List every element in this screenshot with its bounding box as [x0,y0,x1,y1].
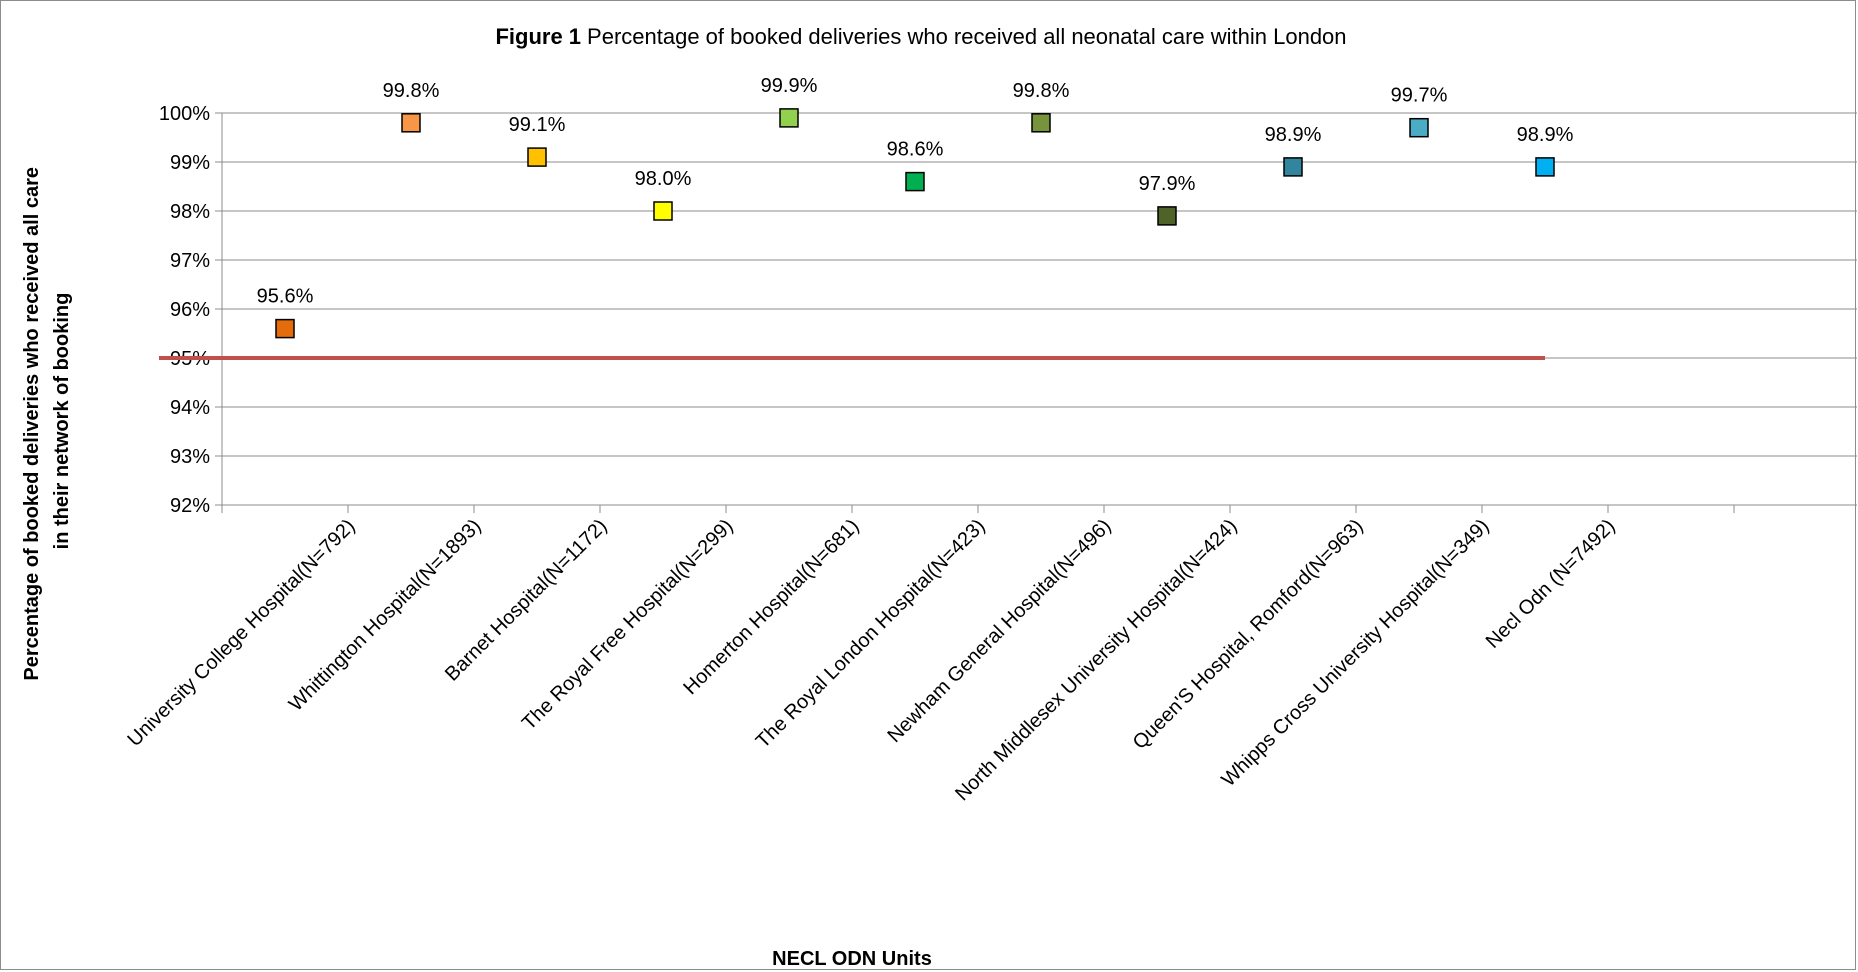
data-label: 99.8% [383,80,440,102]
data-point [1031,113,1051,133]
data-point [275,318,295,339]
category-label: The Royal London Hospital(N=423) [752,515,990,753]
data-label: 99.7% [1391,85,1448,107]
data-label: 99.9% [761,75,818,97]
y-tick-label: 96% [170,299,210,321]
category-label: University College Hospital(N=792) [124,515,360,751]
axes: 92%93%94%95%96%97%98%99%100% [159,103,1735,517]
y-axis-title: Percentage of booked deliveries who rece… [21,161,73,680]
category-label: Queen'S Hospital, Romford(N=963) [1129,515,1368,754]
y-tick-label: 98% [170,201,210,223]
category-label: Newham General Hospital(N=496) [883,515,1115,747]
data-label: 99.8% [1013,80,1070,102]
data-label: 98.6% [887,139,944,161]
data-point [1535,157,1555,177]
x-axis-title: NECL ODN Units [772,948,932,970]
chart-title-prefix: Figure 1 [495,24,581,49]
y-tick-label: 92% [170,495,210,517]
y-tick-label: 99% [170,152,210,174]
data-point [401,113,421,133]
chart-title-text: Percentage of booked deliveries who rece… [587,24,1347,49]
data-label: 98.9% [1265,124,1322,146]
category-label: North Middlesex University Hospital(N=42… [951,515,1241,805]
category-label: The Royal Free Hospital(N=299) [518,515,738,735]
data-point [1409,117,1429,138]
data-label: 97.9% [1139,173,1196,195]
data-point [527,147,547,167]
data-point [1283,157,1303,177]
gridlines [222,112,1857,506]
y-axis-title-line-1: Percentage of booked deliveries who rece… [21,167,43,681]
y-tick-label: 93% [170,446,210,468]
y-tick-label: 97% [170,250,210,272]
data-point [779,108,799,128]
category-label: Whipps Cross University Hospital(N=349) [1217,515,1493,791]
y-tick-label: 100% [159,103,210,125]
data-label: 98.0% [635,168,692,190]
data-point [1157,206,1177,226]
data-point [905,171,925,192]
category-labels: University College Hospital(N=792)Whitti… [124,515,1620,805]
data-point [653,201,673,221]
data-label: 95.6% [257,286,314,308]
chart-title: Figure 1 Percentage of booked deliveries … [495,24,1346,49]
data-label: 98.9% [1517,124,1574,146]
data-labels: 95.6% 99.8% 99.1% 98.0% 99.9% 98.6% 99.8% 97.9%… [257,75,1574,308]
data-markers [275,108,1555,339]
y-axis-title-line-2: in their network of booking [51,293,73,550]
y-tick-label: 94% [170,397,210,419]
category-label: Necl Odn (N=7492) [1482,515,1620,653]
data-label: 99.1% [509,114,566,136]
